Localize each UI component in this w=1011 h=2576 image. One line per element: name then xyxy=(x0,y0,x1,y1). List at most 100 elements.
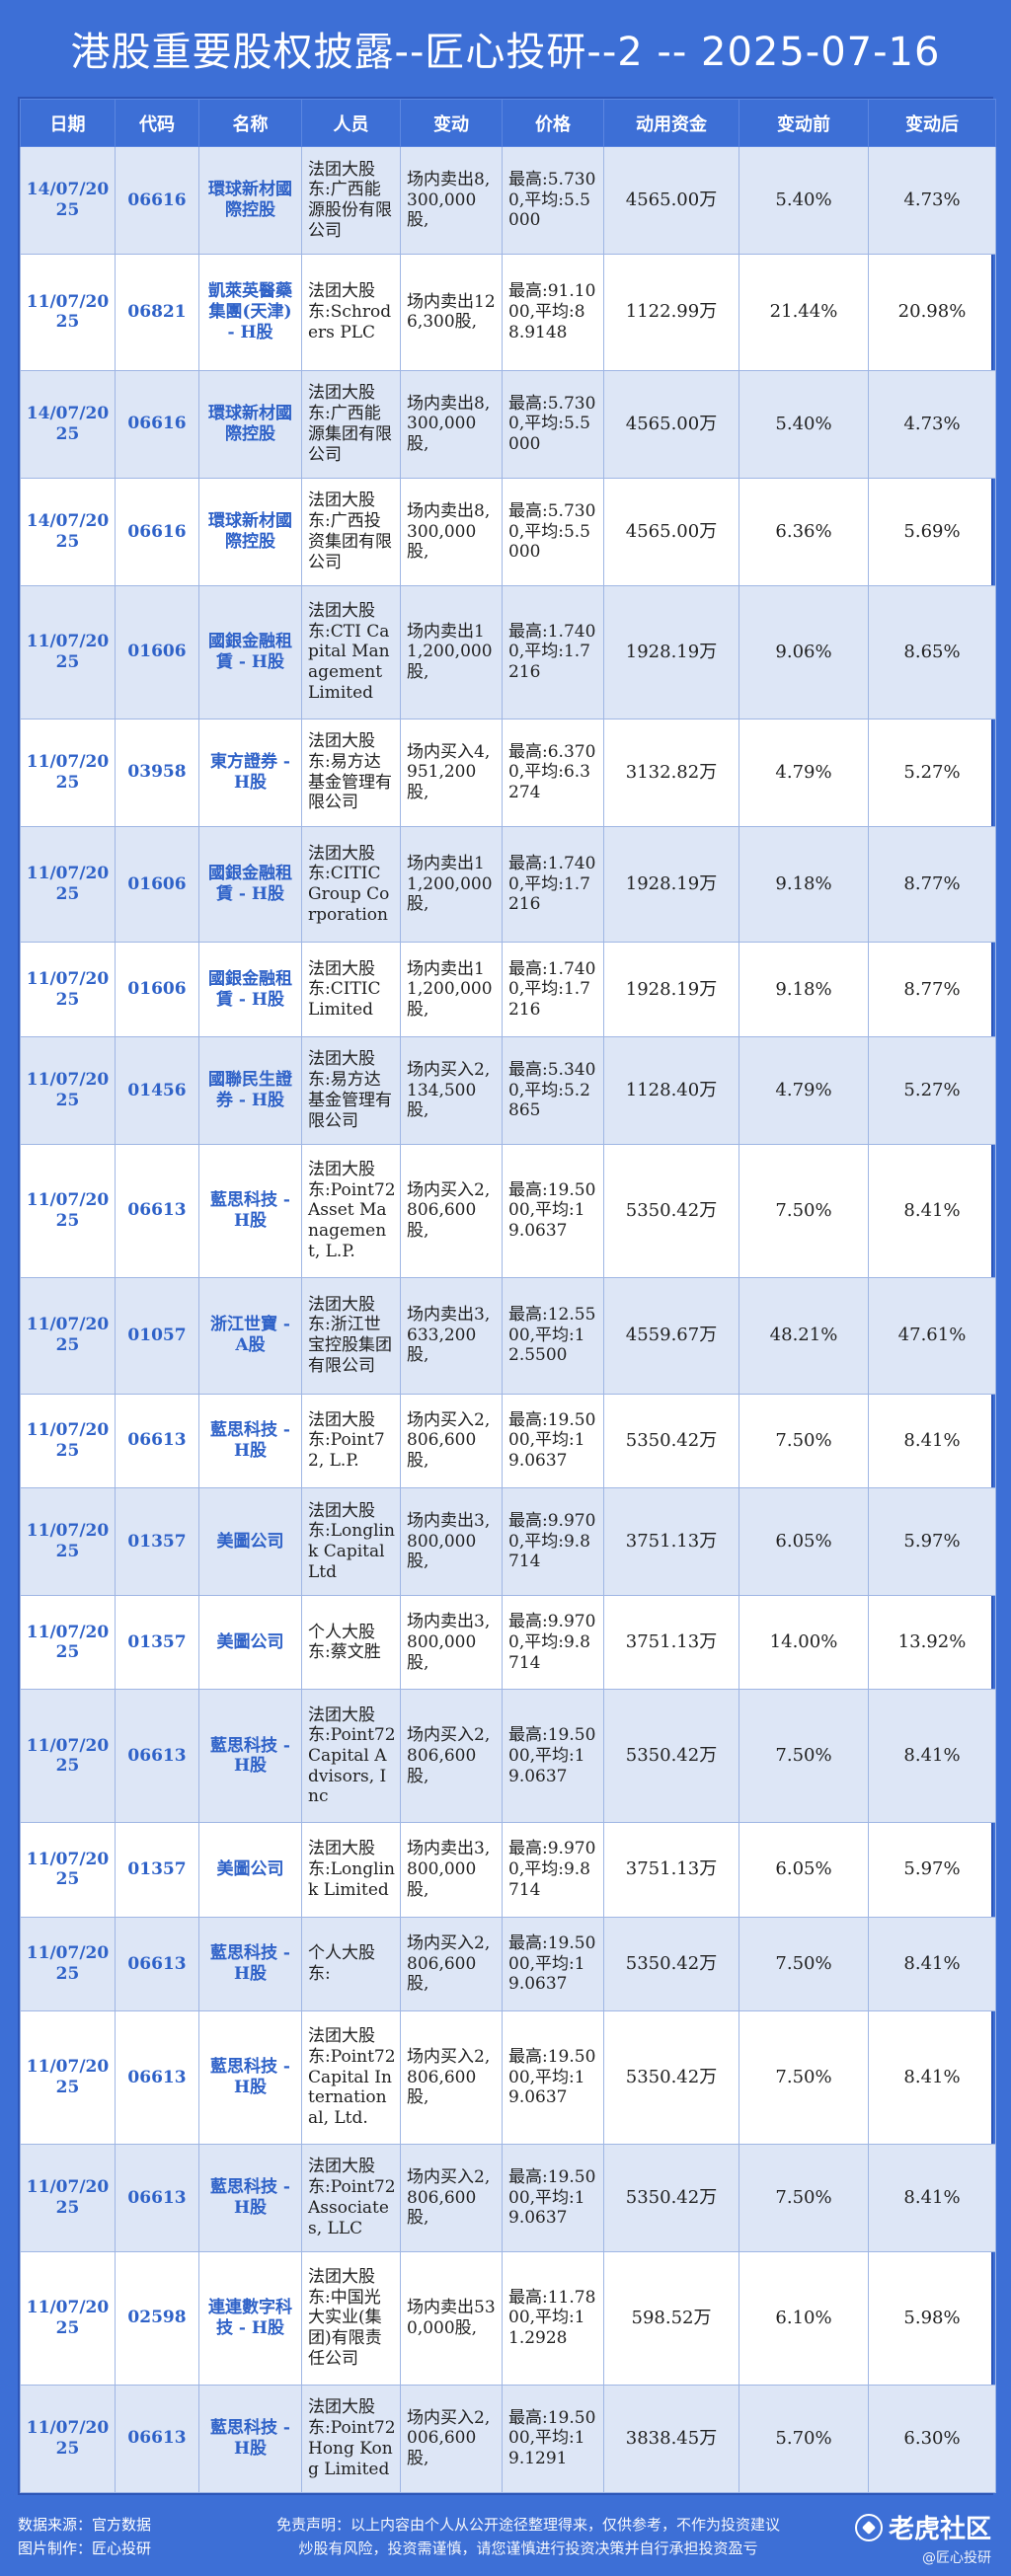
row-name: 藍思科技 - H股 xyxy=(198,2384,302,2494)
row-price: 最高:19.5000,平均:19.0637 xyxy=(502,1393,604,1488)
row-before: 7.50% xyxy=(739,1393,869,1488)
row-date: 11/07/2025 xyxy=(20,1393,116,1488)
row-funds: 1928.19万 xyxy=(603,942,739,1037)
row-code: 01357 xyxy=(115,1486,199,1597)
row-funds: 598.52万 xyxy=(603,2250,739,2386)
row-code: 06616 xyxy=(115,369,199,479)
row-funds: 5350.42万 xyxy=(603,2143,739,2252)
table-row: 11/07/2025 06613 藍思科技 - H股 法团大股东:Point72 As… xyxy=(20,1143,996,1278)
row-person: 个人大股东:蔡文胜 xyxy=(301,1595,401,1691)
row-before: 4.79% xyxy=(739,1035,869,1145)
row-funds: 3132.82万 xyxy=(603,718,739,827)
table-row: 11/07/2025 06613 藍思科技 - H股 法团大股东:Point72 Ho… xyxy=(20,2384,996,2494)
row-change: 场内卖出3,800,000股, xyxy=(400,1486,503,1597)
table-row: 14/07/2025 06616 環球新材國際控股 法团大股东:广西投资集团有限公司场… xyxy=(20,477,996,586)
row-change: 场内买入2,806,600股, xyxy=(400,1143,503,1278)
row-name: 國銀金融租賃 - H股 xyxy=(198,825,302,944)
row-funds: 4565.00万 xyxy=(603,145,739,256)
row-date: 11/07/2025 xyxy=(20,2250,116,2386)
row-before: 7.50% xyxy=(739,2010,869,2145)
row-after: 8.41% xyxy=(868,1689,996,1824)
row-before: 5.70% xyxy=(739,2384,869,2494)
row-code: 03958 xyxy=(115,718,199,827)
row-date: 11/07/2025 xyxy=(20,1822,116,1918)
row-name: 環球新材國際控股 xyxy=(198,477,302,586)
row-change: 场内买入2,806,600股, xyxy=(400,2010,503,2145)
row-before: 9.18% xyxy=(739,825,869,944)
row-before: 7.50% xyxy=(739,1143,869,1278)
row-funds: 4565.00万 xyxy=(603,477,739,586)
row-before: 14.00% xyxy=(739,1595,869,1691)
table-row: 11/07/2025 01606 國銀金融租賃 - H股 法团大股东:CTI Capi… xyxy=(20,584,996,720)
row-price: 最高:5.7300,平均:5.5000 xyxy=(502,477,604,586)
row-after: 4.73% xyxy=(868,369,996,479)
header-code: 代码 xyxy=(115,99,199,147)
row-price: 最高:11.7800,平均:11.2928 xyxy=(502,2250,604,2386)
row-change: 场内卖出11,200,000股, xyxy=(400,584,503,720)
row-date: 11/07/2025 xyxy=(20,1035,116,1145)
row-after: 8.41% xyxy=(868,1143,996,1278)
brand-logo: 老虎社区 @匠心投研 xyxy=(854,2509,991,2567)
row-funds: 5350.42万 xyxy=(603,1143,739,1278)
header-after: 变动后 xyxy=(868,99,996,147)
row-after: 5.27% xyxy=(868,718,996,827)
table-row: 11/07/2025 06613 藍思科技 - H股 法团大股东:Point72 Ca… xyxy=(20,2010,996,2145)
row-person: 法团大股东:易方达基金管理有限公司 xyxy=(301,1035,401,1145)
row-funds: 5350.42万 xyxy=(603,2010,739,2145)
row-funds: 5350.42万 xyxy=(603,1689,739,1824)
disclaimer-line-2: 炒股有风险，投资需谨慎，请您谨慎进行投资决策并自行承担投资盈亏 xyxy=(298,2539,758,2557)
row-name: 凱萊英醫藥集團(天津) - H股 xyxy=(198,254,302,371)
row-date: 11/07/2025 xyxy=(20,1276,116,1395)
row-name: 美圖公司 xyxy=(198,1486,302,1597)
row-code: 06613 xyxy=(115,1143,199,1278)
row-code: 06613 xyxy=(115,2384,199,2494)
row-price: 最高:5.3400,平均:5.2865 xyxy=(502,1035,604,1145)
row-after: 8.41% xyxy=(868,1916,996,2012)
row-person: 个人大股东: xyxy=(301,1916,401,2012)
row-date: 11/07/2025 xyxy=(20,1916,116,2012)
row-funds: 4565.00万 xyxy=(603,369,739,479)
row-funds: 5350.42万 xyxy=(603,1916,739,2012)
row-change: 场内买入4,951,200股, xyxy=(400,718,503,827)
table-row: 11/07/2025 01357 美圖公司 法团大股东:Longlink Limite… xyxy=(20,1822,996,1918)
row-date: 11/07/2025 xyxy=(20,2010,116,2145)
row-person: 法团大股东:Schroders PLC xyxy=(301,254,401,371)
table-row: 11/07/2025 06613 藍思科技 - H股 法团大股东:Point72, L… xyxy=(20,1393,996,1488)
row-code: 01057 xyxy=(115,1276,199,1395)
row-before: 48.21% xyxy=(739,1276,869,1395)
row-person: 法团大股东:CITIC Group Corporation xyxy=(301,825,401,944)
row-price: 最高:5.7300,平均:5.5000 xyxy=(502,369,604,479)
row-person: 法团大股东:广西能源股份有限公司 xyxy=(301,145,401,256)
row-code: 06821 xyxy=(115,254,199,371)
row-before: 6.05% xyxy=(739,1486,869,1597)
row-date: 11/07/2025 xyxy=(20,718,116,827)
row-date: 11/07/2025 xyxy=(20,2384,116,2494)
row-name: 國銀金融租賃 - H股 xyxy=(198,584,302,720)
row-code: 02598 xyxy=(115,2250,199,2386)
row-code: 06613 xyxy=(115,2010,199,2145)
header-price: 价格 xyxy=(502,99,604,147)
table-row: 11/07/2025 06613 藍思科技 - H股 法团大股东:Point72 Ca… xyxy=(20,1689,996,1824)
row-name: 美圖公司 xyxy=(198,1822,302,1918)
row-change: 场内买入2,806,600股, xyxy=(400,2143,503,2252)
row-name: 藍思科技 - H股 xyxy=(198,2010,302,2145)
row-price: 最高:9.9700,平均:9.8714 xyxy=(502,1486,604,1597)
row-person: 法团大股东:Point72 Capital International, Ltd… xyxy=(301,2010,401,2145)
table-row: 14/07/2025 06616 環球新材國際控股 法团大股东:广西能源股份有限公司场… xyxy=(20,145,996,256)
row-price: 最高:5.7300,平均:5.5000 xyxy=(502,145,604,256)
row-change: 场内卖出8,300,000股, xyxy=(400,369,503,479)
row-code: 06616 xyxy=(115,145,199,256)
row-code: 06613 xyxy=(115,1393,199,1488)
row-code: 01357 xyxy=(115,1595,199,1691)
row-after: 5.69% xyxy=(868,477,996,586)
row-person: 法团大股东:Point72, L.P. xyxy=(301,1393,401,1488)
row-date: 14/07/2025 xyxy=(20,145,116,256)
table-row: 11/07/2025 01606 國銀金融租賃 - H股 法团大股东:CITIC Gr… xyxy=(20,825,996,944)
brand-handle: @匠心投研 xyxy=(922,2550,991,2566)
row-person: 法团大股东:CTI Capital Management Limited xyxy=(301,584,401,720)
row-code: 01606 xyxy=(115,942,199,1037)
row-before: 7.50% xyxy=(739,2143,869,2252)
row-change: 场内买入2,006,600股, xyxy=(400,2384,503,2494)
table-row: 11/07/2025 06613 藍思科技 - H股 法团大股东:Point72 As… xyxy=(20,2143,996,2252)
row-after: 8.41% xyxy=(868,2143,996,2252)
